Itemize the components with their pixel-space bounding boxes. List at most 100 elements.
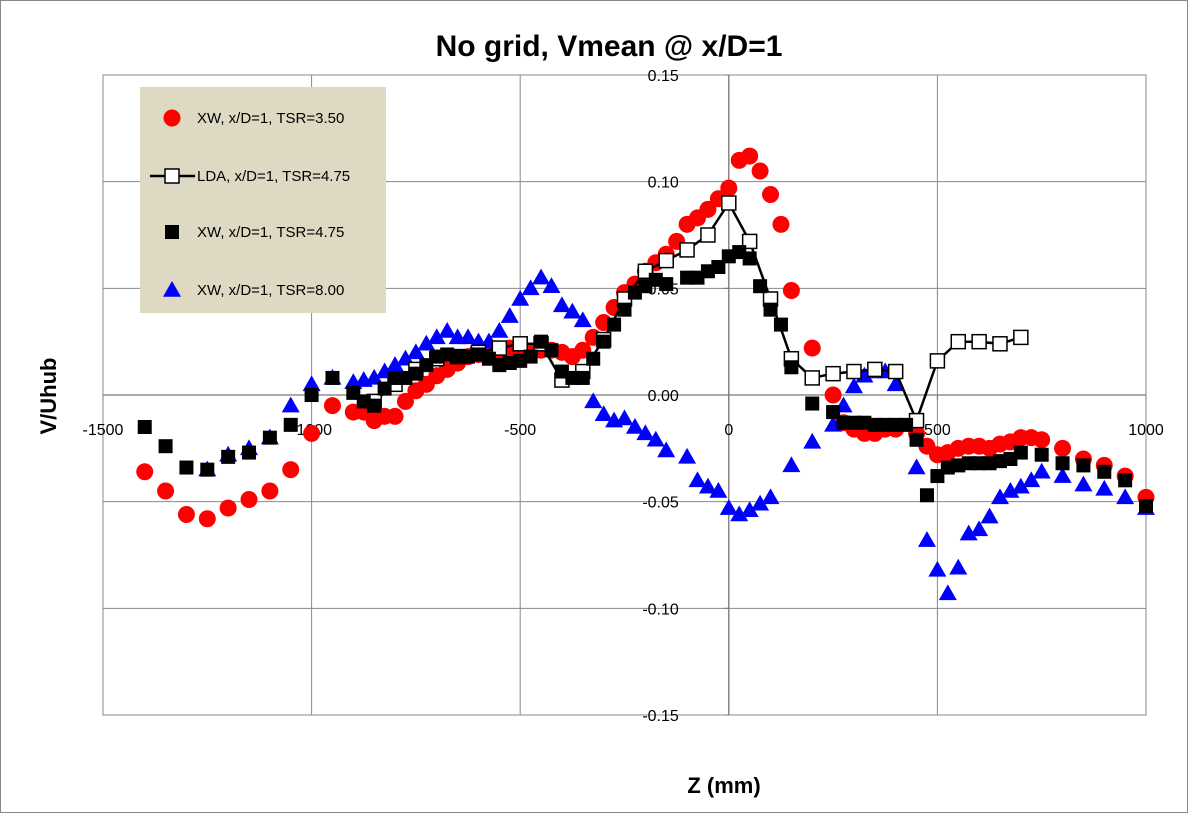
legend-marker-3 <box>163 281 181 297</box>
series-3-point-13 <box>406 343 425 360</box>
series-2-point-48 <box>753 279 768 294</box>
legend-label-1: LDA, x/D=1, TSR=4.75 <box>197 168 350 185</box>
series-1-point-31 <box>1013 329 1029 346</box>
series-0-point-44 <box>699 200 717 218</box>
series-3-point-57 <box>917 531 936 547</box>
series-0-point-53 <box>803 339 821 357</box>
series-3-point-4 <box>281 396 300 413</box>
series-3-point-61 <box>959 524 978 541</box>
series-2-point-53 <box>826 405 841 420</box>
series-2-point-60 <box>899 417 914 432</box>
legend-entry-1: LDA, x/D=1, TSR=4.75 <box>150 168 350 185</box>
x-tick-label-3: 0 <box>724 422 733 439</box>
series-1-point-21 <box>804 370 820 386</box>
series-3-point-12 <box>396 349 415 366</box>
series-3-point-42 <box>719 499 738 515</box>
series-1-point-15 <box>679 242 695 258</box>
series-3 <box>198 268 1155 601</box>
series-0-point-1 <box>157 482 175 500</box>
series-3-point-14 <box>417 334 436 351</box>
series-1-point-22 <box>825 365 841 382</box>
series-3-point-70 <box>1074 475 1093 492</box>
series-2-point-40 <box>659 277 674 292</box>
series-2-point-1 <box>158 439 173 454</box>
series-1-point-29 <box>971 333 987 350</box>
series-2-point-77 <box>1139 498 1153 513</box>
series-0-point-48 <box>741 147 759 165</box>
series-3-point-22 <box>500 307 519 323</box>
legend-marker-0 <box>163 109 181 127</box>
series-3-point-16 <box>438 322 457 338</box>
series-0-point-0 <box>136 463 154 481</box>
x-tick-label-5: 1000 <box>1128 422 1164 439</box>
series-1-point-23 <box>846 363 862 380</box>
series-3-point-63 <box>980 507 999 524</box>
series-2-point-51 <box>784 360 799 375</box>
series-3-point-62 <box>970 520 989 537</box>
x-axis-label: Z (mm) <box>687 773 760 798</box>
series-3-point-15 <box>427 328 446 345</box>
series-3-point-55 <box>886 375 905 392</box>
series-2-point-0 <box>137 420 152 434</box>
series-0-point-8 <box>303 424 321 442</box>
series-2-point-9 <box>325 370 340 385</box>
series-1-point-24 <box>867 361 883 378</box>
series-1-point-18 <box>741 233 758 250</box>
series-2-point-2 <box>179 460 194 475</box>
series-3-point-69 <box>1053 467 1072 483</box>
series-2 <box>137 245 1153 513</box>
series-3-point-72 <box>1116 488 1135 505</box>
series-3-point-23 <box>511 290 530 306</box>
series-3-point-11 <box>386 356 405 372</box>
y-tick-label-2: -0.05 <box>642 495 679 512</box>
series-3-point-47 <box>782 456 801 473</box>
series-2-point-27 <box>523 349 538 364</box>
series-1-point-27 <box>929 353 946 369</box>
series-3-point-65 <box>1001 482 1020 498</box>
legend-label-2: XW, x/D=1, TSR=4.75 <box>197 224 344 241</box>
series-3-point-34 <box>625 418 644 434</box>
series-2-point-44 <box>711 260 726 274</box>
series-2-point-62 <box>919 488 934 503</box>
series-2-point-6 <box>262 430 277 445</box>
legend-entry-0: XW, x/D=1, TSR=3.50 <box>163 109 344 127</box>
series-2-point-4 <box>221 449 236 464</box>
series-0-point-49 <box>751 162 769 180</box>
series-0-point-5 <box>240 491 258 509</box>
series-3-point-45 <box>751 494 770 511</box>
series-2-point-33 <box>586 351 601 366</box>
series-2-point-32 <box>575 370 590 385</box>
series-0-point-4 <box>219 499 237 517</box>
y-axis-label: V/Uhub <box>36 358 61 435</box>
legend-label-3: XW, x/D=1, TSR=8.00 <box>197 282 344 299</box>
series-2-point-34 <box>596 334 611 349</box>
series-3-point-51 <box>844 377 863 394</box>
series-3-point-59 <box>938 584 957 601</box>
series-3-point-27 <box>552 296 571 313</box>
series-2-point-73 <box>1055 456 1070 471</box>
series-3-point-37 <box>657 441 676 458</box>
series-3-point-35 <box>636 424 655 441</box>
series-2-point-3 <box>200 462 215 477</box>
series-3-point-39 <box>688 471 707 488</box>
series-0-point-14 <box>386 407 404 425</box>
series-3-point-24 <box>521 279 540 296</box>
series-3-point-46 <box>761 488 780 505</box>
series-3-point-21 <box>490 322 509 338</box>
series-1-point-30 <box>992 336 1008 352</box>
series-3-point-41 <box>709 482 728 498</box>
series-1-point-7 <box>512 336 528 352</box>
series-1-point-28 <box>950 333 967 350</box>
series-3-point-30 <box>584 392 603 409</box>
series-3-point-5 <box>302 375 321 392</box>
series-3-point-44 <box>740 501 759 517</box>
series-0-point-51 <box>772 215 790 233</box>
series-3-point-36 <box>646 430 665 447</box>
series-2-point-74 <box>1076 458 1091 473</box>
series-3-point-67 <box>1022 471 1041 488</box>
series-3-point-40 <box>698 477 717 494</box>
series-3-point-18 <box>459 328 478 345</box>
